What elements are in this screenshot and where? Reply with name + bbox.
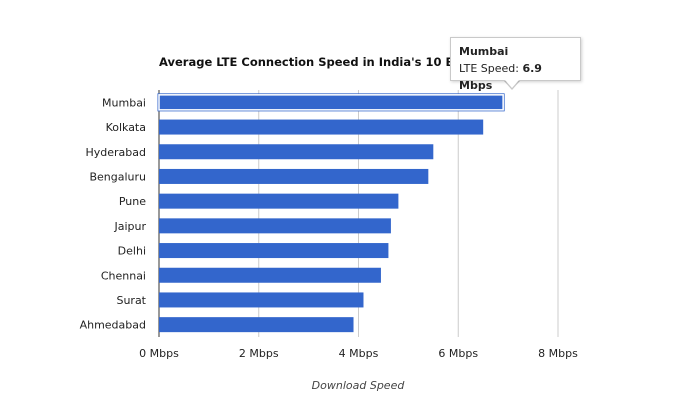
bar-surat[interactable]	[159, 292, 364, 308]
bar-bengaluru[interactable]	[159, 168, 429, 184]
category-label: Hyderabad	[86, 146, 147, 159]
bar-pune[interactable]	[159, 193, 399, 209]
bar-highlight-outline	[157, 93, 505, 112]
category-label: Chennai	[101, 269, 146, 282]
category-label: Mumbai	[102, 96, 146, 109]
bars	[157, 93, 505, 333]
x-tick-label: 6 Mbps	[438, 347, 478, 360]
x-tick-labels: 0 Mbps 2 Mbps 4 Mbps 6 Mbps 8 Mbps	[139, 347, 578, 360]
bar-jaipur[interactable]	[159, 218, 391, 234]
category-label: Delhi	[118, 245, 146, 258]
x-tick-label: 4 Mbps	[339, 347, 379, 360]
chart-title: Average LTE Connection Speed in India's …	[159, 55, 483, 69]
x-axis-title: Download Speed	[312, 379, 406, 392]
bar-ahmedabad[interactable]	[159, 317, 354, 333]
tooltip-row: LTE Speed: 6.9 Mbps	[459, 60, 572, 94]
bar-delhi[interactable]	[159, 243, 389, 259]
x-tick-label: 0 Mbps	[139, 347, 179, 360]
bar-mumbai[interactable]	[158, 94, 504, 111]
tooltip: Mumbai LTE Speed: 6.9 Mbps	[450, 37, 581, 92]
category-label: Surat	[116, 294, 146, 307]
x-tick-label: 8 Mbps	[538, 347, 578, 360]
tooltip-value: 6.9 Mbps	[459, 62, 542, 92]
category-labels: Mumbai Kolkata Hyderabad Bengaluru Pune Jaipu…	[80, 96, 147, 331]
x-tick-label: 2 Mbps	[239, 347, 279, 360]
category-label: Pune	[119, 195, 146, 208]
category-label: Ahmedabad	[80, 319, 146, 332]
tooltip-title: Mumbai	[459, 45, 509, 58]
bar-hyderabad[interactable]	[159, 144, 434, 160]
bar-kolkata[interactable]	[159, 119, 484, 135]
tooltip-pointer-fill	[505, 80, 519, 88]
category-label: Kolkata	[106, 121, 146, 134]
category-label: Bengaluru	[89, 170, 146, 183]
bar-chennai[interactable]	[159, 267, 381, 283]
category-label: Jaipur	[113, 220, 146, 233]
tooltip-series-label: LTE Speed:	[459, 62, 519, 75]
